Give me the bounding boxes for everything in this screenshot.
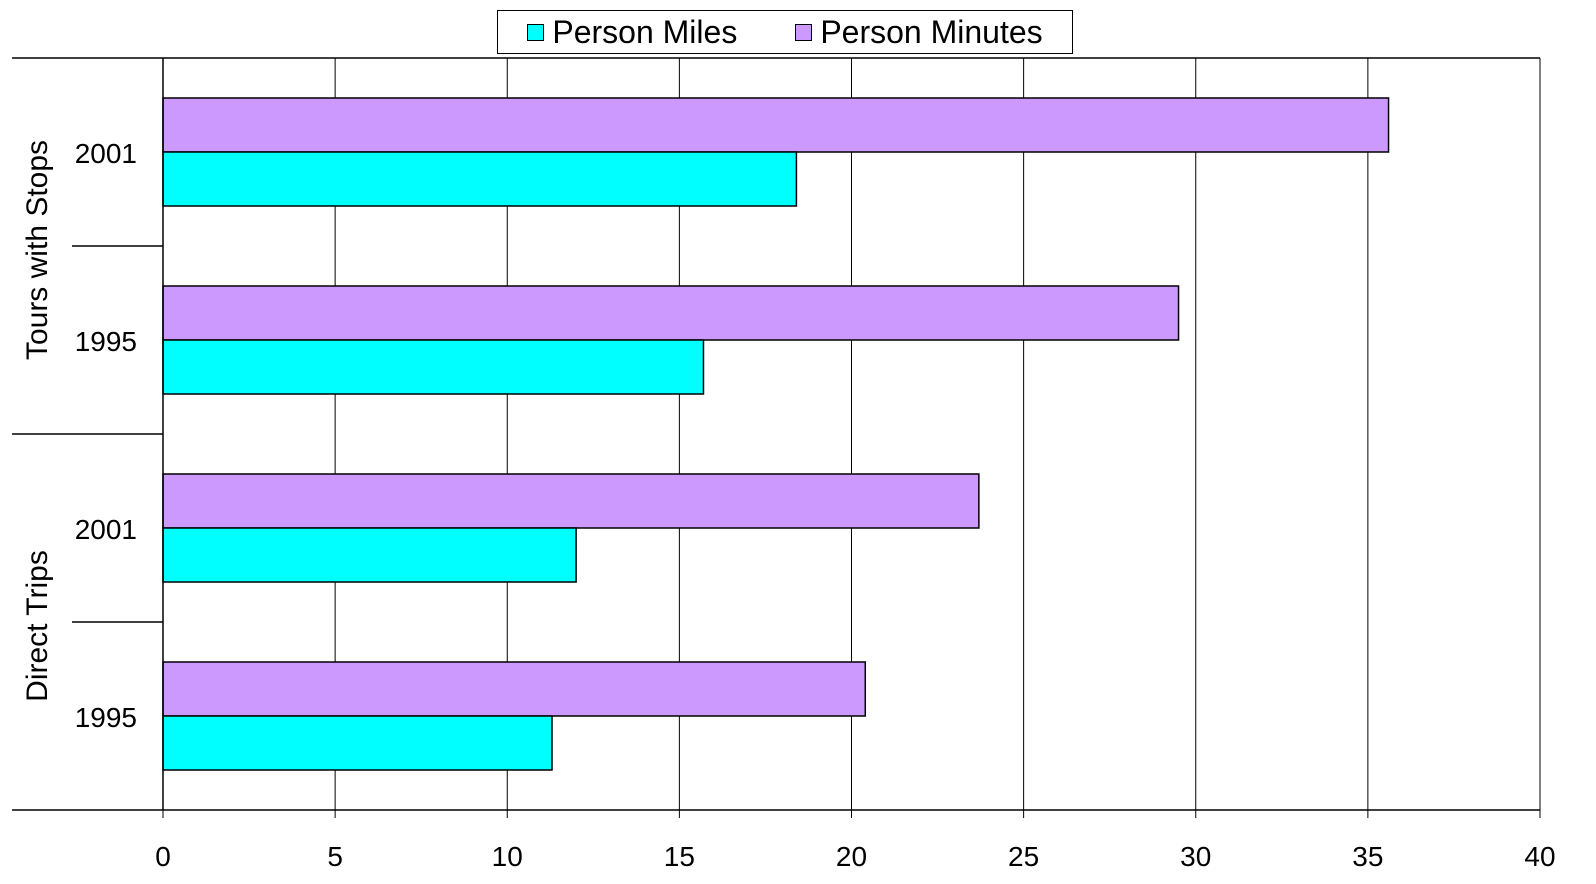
x-tick-label: 10 (492, 841, 523, 872)
tick-labels: 0 5 10 15 20 25 30 35 40 2001 1995 2001 1995 (75, 138, 1556, 872)
x-tick-label: 15 (664, 841, 695, 872)
bar-person-minutes (162, 661, 867, 717)
legend-swatch-person-miles (527, 23, 545, 41)
bars (162, 97, 1390, 771)
x-tick-label: 25 (1008, 841, 1039, 872)
legend: Person Miles Person Minutes (497, 10, 1073, 54)
group-label-direct-trips: Direct Trips (21, 550, 54, 702)
legend-label-person-minutes: Person Minutes (820, 13, 1043, 50)
bar-person-miles (162, 715, 553, 771)
group-label-tours-with-stops: Tours with Stops (21, 139, 54, 361)
x-tick-label: 40 (1524, 841, 1555, 872)
y-tick-label: 2001 (75, 138, 137, 169)
bar-person-minutes (162, 285, 1180, 341)
axes (12, 57, 1541, 818)
x-tick-label: 30 (1180, 841, 1211, 872)
x-tick-label: 35 (1352, 841, 1383, 872)
x-tick-label: 0 (155, 841, 171, 872)
y-tick-label: 2001 (75, 514, 137, 545)
legend-swatch-person-minutes (795, 23, 813, 41)
legend-label-person-miles: Person Miles (552, 13, 738, 50)
bar-person-miles (162, 527, 577, 583)
bar-person-miles (162, 339, 705, 395)
x-tick-label: 20 (836, 841, 867, 872)
y-tick-label: 1995 (75, 326, 137, 357)
bar-person-miles (162, 151, 798, 207)
bar-person-minutes (162, 473, 980, 529)
legend-item-person-miles: Person Miles (527, 14, 737, 51)
bar-person-minutes (162, 97, 1390, 153)
legend-item-person-minutes: Person Minutes (795, 13, 1043, 51)
x-tick-label: 5 (327, 841, 343, 872)
y-tick-label: 1995 (75, 702, 137, 733)
